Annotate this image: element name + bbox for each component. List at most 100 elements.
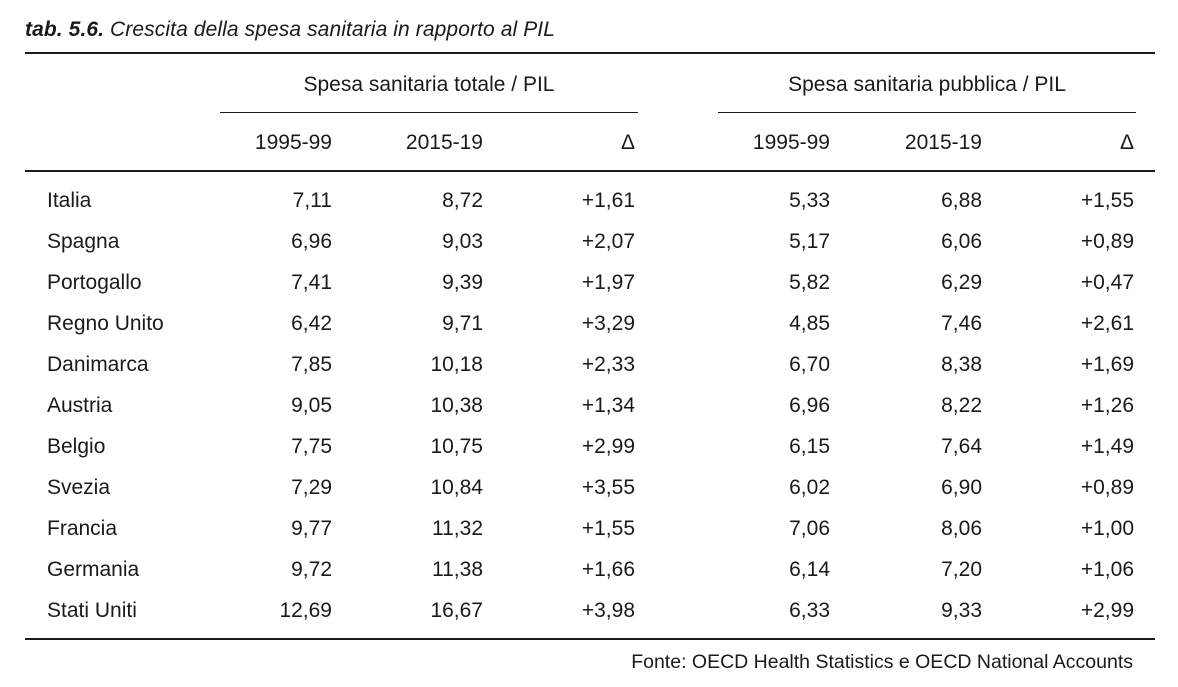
cell-public-2015: 6,88	[941, 189, 982, 212]
cell-total-1995: 6,96	[291, 230, 332, 253]
row-country: Italia	[47, 189, 92, 212]
cell-total-delta: +2,07	[581, 230, 635, 253]
cell-total-2015: 10,18	[430, 353, 483, 376]
cell-total-delta: +1,66	[581, 558, 635, 581]
cell-total-2015: 9,71	[442, 312, 483, 335]
group-underline-public	[718, 112, 1136, 113]
cell-public-1995: 6,96	[789, 394, 830, 417]
cell-total-2015: 9,03	[442, 230, 483, 253]
cell-total-2015: 16,67	[430, 599, 483, 622]
cell-public-delta: +1,49	[1080, 435, 1134, 458]
cell-total-1995: 7,41	[291, 271, 332, 294]
cell-public-1995: 6,15	[789, 435, 830, 458]
cell-public-2015: 8,38	[941, 353, 982, 376]
cell-total-delta: +3,98	[581, 599, 635, 622]
cell-public-delta: +1,55	[1080, 189, 1134, 212]
row-country: Francia	[47, 517, 118, 540]
col-head-public-1995: 1995-99	[752, 131, 830, 154]
group-title-public: Spesa sanitaria pubblica / PIL	[788, 73, 1066, 96]
caption-title: Crescita della spesa sanitaria in rappor…	[110, 18, 556, 41]
bottom-rule	[25, 638, 1155, 640]
group-title-total: Spesa sanitaria totale / PIL	[303, 73, 555, 96]
cell-total-delta: +1,97	[581, 271, 635, 294]
cell-public-2015: 7,64	[941, 435, 982, 458]
cell-total-delta: +3,55	[581, 476, 635, 499]
cell-public-delta: +0,89	[1080, 476, 1134, 499]
cell-total-2015: 11,38	[432, 558, 483, 581]
row-country: Portogallo	[47, 271, 142, 294]
cell-total-delta: +2,99	[581, 435, 635, 458]
cell-total-delta: +1,34	[581, 394, 635, 417]
cell-public-delta: +1,06	[1080, 558, 1134, 581]
table-row: Svezia 7,29 10,84 +3,55 6,02 6,90 +0,89	[0, 476, 1178, 517]
cell-public-1995: 5,82	[789, 271, 830, 294]
cell-public-1995: 6,02	[789, 476, 830, 499]
cell-total-2015: 10,38	[430, 394, 483, 417]
cell-public-delta: +1,26	[1080, 394, 1134, 417]
cell-public-delta: +2,61	[1080, 312, 1134, 335]
cell-total-2015: 9,39	[442, 271, 483, 294]
caption-label: tab. 5.6.	[25, 18, 105, 41]
table-row: Stati Uniti 12,69 16,67 +3,98 6,33 9,33 +2,99	[0, 599, 1178, 640]
row-country: Svezia	[47, 476, 111, 499]
cell-total-1995: 7,75	[291, 435, 332, 458]
cell-total-2015: 11,32	[432, 517, 483, 540]
cell-public-2015: 7,20	[941, 558, 982, 581]
row-country: Germania	[47, 558, 140, 581]
table-row: Austria 9,05 10,38 +1,34 6,96 8,22 +1,26	[0, 394, 1178, 435]
cell-public-2015: 6,06	[941, 230, 982, 253]
table-row: Francia 9,77 11,32 +1,55 7,06 8,06 +1,00	[0, 517, 1178, 558]
cell-total-1995: 9,05	[291, 394, 332, 417]
cell-total-delta: +1,55	[581, 517, 635, 540]
table-row: Italia 7,11 8,72 +1,61 5,33 6,88 +1,55	[0, 189, 1178, 230]
cell-public-delta: +0,47	[1080, 271, 1134, 294]
cell-total-2015: 10,75	[430, 435, 483, 458]
cell-public-1995: 5,33	[789, 189, 830, 212]
cell-public-delta: +1,69	[1080, 353, 1134, 376]
cell-public-2015: 6,29	[941, 271, 982, 294]
cell-total-1995: 7,85	[291, 353, 332, 376]
cell-public-1995: 7,06	[789, 517, 830, 540]
cell-total-2015: 8,72	[442, 189, 483, 212]
cell-total-1995: 9,77	[291, 517, 332, 540]
row-country: Spagna	[47, 230, 120, 253]
table-row: Germania 9,72 11,38 +1,66 6,14 7,20 +1,06	[0, 558, 1178, 599]
row-country: Stati Uniti	[47, 599, 137, 622]
row-country: Regno Unito	[47, 312, 164, 335]
col-head-total-2015: 2015-19	[405, 131, 483, 154]
cell-total-1995: 9,72	[291, 558, 332, 581]
cell-total-delta: +2,33	[581, 353, 635, 376]
cell-public-delta: +0,89	[1080, 230, 1134, 253]
cell-total-2015: 10,84	[430, 476, 483, 499]
row-country: Belgio	[47, 435, 106, 458]
cell-total-delta: +1,61	[581, 189, 635, 212]
cell-total-1995: 6,42	[291, 312, 332, 335]
cell-public-2015: 7,46	[941, 312, 982, 335]
cell-public-1995: 6,70	[789, 353, 830, 376]
row-country: Danimarca	[47, 353, 149, 376]
cell-public-1995: 6,14	[789, 558, 830, 581]
table-row: Danimarca 7,85 10,18 +2,33 6,70 8,38 +1,69	[0, 353, 1178, 394]
source-note: Fonte: OECD Health Statistics e OECD Nat…	[631, 651, 1133, 673]
cell-public-2015: 8,06	[941, 517, 982, 540]
table-caption: tab. 5.6. Crescita della spesa sanitaria…	[25, 18, 555, 42]
col-head-total-delta: Δ	[620, 131, 635, 154]
cell-public-2015: 8,22	[941, 394, 982, 417]
cell-public-1995: 5,17	[789, 230, 830, 253]
cell-total-delta: +3,29	[581, 312, 635, 335]
table-row: Belgio 7,75 10,75 +2,99 6,15 7,64 +1,49	[0, 435, 1178, 476]
col-head-public-2015: 2015-19	[904, 131, 982, 154]
group-underline-total	[220, 112, 638, 113]
row-country: Austria	[47, 394, 113, 417]
table-row: Spagna 6,96 9,03 +2,07 5,17 6,06 +0,89	[0, 230, 1178, 271]
cell-total-1995: 12,69	[279, 599, 332, 622]
col-head-public-delta: Δ	[1119, 131, 1134, 154]
cell-total-1995: 7,29	[291, 476, 332, 499]
col-head-total-1995: 1995-99	[254, 131, 332, 154]
cell-public-2015: 9,33	[941, 599, 982, 622]
cell-public-delta: +2,99	[1080, 599, 1134, 622]
cell-public-delta: +1,00	[1080, 517, 1134, 540]
table-row: Regno Unito 6,42 9,71 +3,29 4,85 7,46 +2,61	[0, 312, 1178, 353]
cell-public-1995: 6,33	[789, 599, 830, 622]
cell-public-1995: 4,85	[789, 312, 830, 335]
